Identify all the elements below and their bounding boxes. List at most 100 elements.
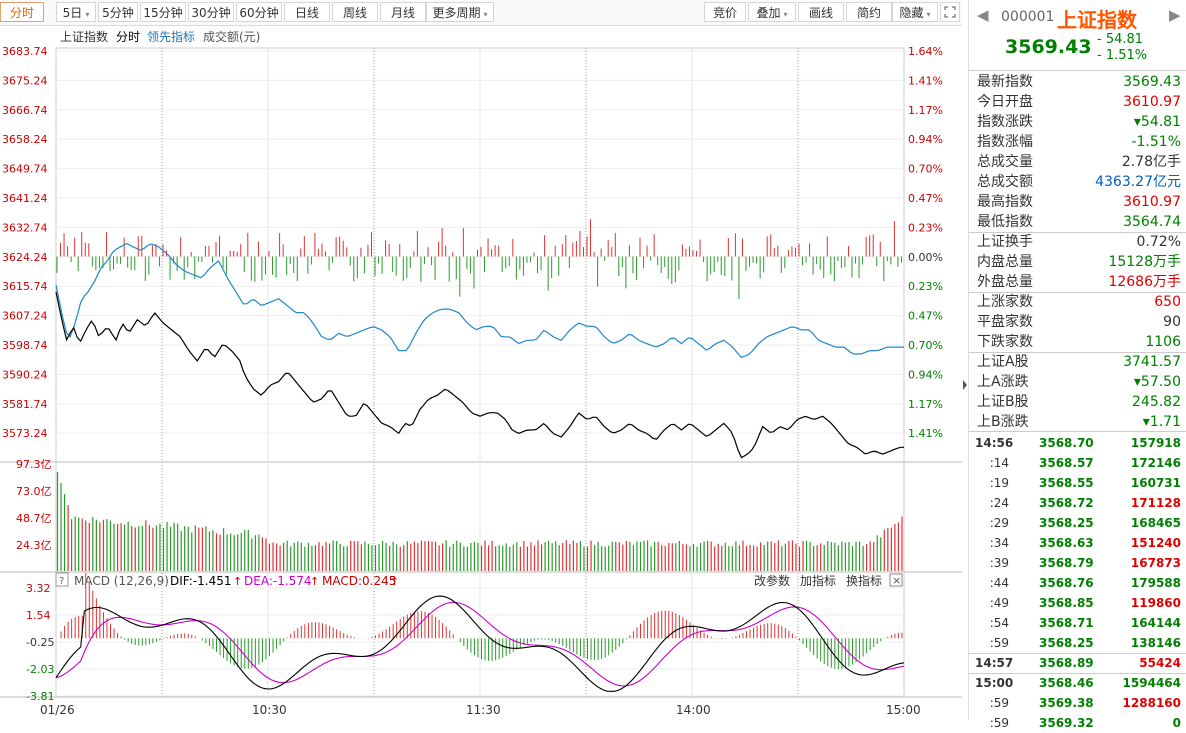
- quote-field-label: 上涨家数: [977, 294, 1033, 310]
- tick-time: :14: [989, 456, 1009, 470]
- dif-line: [55, 595, 905, 692]
- period-btn-l-1[interactable]: 5日 ▾: [56, 2, 96, 22]
- period-btn-label: 60分钟: [239, 6, 279, 20]
- tick-row: :19 3568.55 160731: [973, 473, 1183, 493]
- fullscreen-icon[interactable]: [940, 2, 960, 22]
- period-btn-label: 30分钟: [191, 6, 231, 20]
- tick-price: 3568.70: [1039, 436, 1094, 450]
- pct-tick-label: 1.64%: [908, 45, 943, 58]
- tick-volume: 164144: [1130, 616, 1181, 630]
- quote-field-label: 总成交额: [977, 174, 1033, 190]
- price-tick-label: 3581.74: [2, 398, 48, 411]
- macd-tick-label: -2.03: [26, 663, 54, 676]
- quote-row: 外盘总量 12686万手: [973, 272, 1181, 292]
- volume-tick-label: 48.7亿: [16, 512, 52, 525]
- macd-legend: DIF:-1.451: [170, 574, 231, 588]
- price-tick-label: 3658.24: [2, 133, 48, 146]
- period-btn-r-0[interactable]: 竞价: [704, 2, 746, 22]
- divider: [969, 673, 1186, 674]
- price-tick-label: 3649.74: [2, 163, 48, 176]
- period-btn-l-5[interactable]: 60分钟: [236, 2, 282, 22]
- quote-field-value: 2.78亿手: [1121, 154, 1181, 170]
- tick-time: :24: [989, 496, 1009, 510]
- quote-row: 上涨家数 650: [973, 292, 1181, 312]
- tick-time: :29: [989, 516, 1009, 530]
- period-btn-l-8[interactable]: 月线: [380, 2, 426, 22]
- arrow-up-icon: ↑: [310, 575, 319, 588]
- quote-field-value: 3610.97: [1123, 194, 1181, 210]
- price-tick-label: 3683.74: [2, 45, 48, 58]
- period-btn-l-7[interactable]: 周线: [332, 2, 378, 22]
- period-btn-label: 周线: [342, 6, 367, 20]
- quote-field-label: 平盘家数: [977, 314, 1033, 330]
- tick-time: :34: [989, 536, 1009, 550]
- period-btn-l-9[interactable]: 更多周期 ▾: [426, 2, 494, 22]
- period-btn-l-3[interactable]: 15分钟: [140, 2, 186, 22]
- quote-row: 最新指数 3569.43: [973, 72, 1181, 92]
- period-btn-l-6[interactable]: 日线: [284, 2, 330, 22]
- macd-legend: 换指标: [846, 573, 882, 588]
- prev-stock-icon[interactable]: ◀: [977, 6, 989, 24]
- macd-legend: DEA:-1.574: [244, 574, 312, 588]
- period-btn-r-2[interactable]: 画线: [798, 2, 844, 22]
- tick-time: :19: [989, 476, 1009, 490]
- close-icon-glyph: ×: [892, 574, 901, 587]
- period-btn-l-2[interactable]: 5分钟: [98, 2, 138, 22]
- tick-price: 3568.71: [1039, 616, 1094, 630]
- period-btn-l-0[interactable]: 分时: [0, 2, 44, 22]
- period-btn-r-3[interactable]: 简约: [846, 2, 892, 22]
- collapse-panel-handle[interactable]: [962, 370, 968, 400]
- quote-field-value: 90: [1163, 314, 1181, 330]
- pct-tick-label: 1.17%: [908, 398, 943, 411]
- tick-price: 3568.79: [1039, 556, 1094, 570]
- quote-row: 上B涨跌 ▾1.71: [973, 412, 1181, 432]
- tick-volume: 160731: [1130, 476, 1181, 490]
- pct-tick-label: 0.23%: [908, 221, 943, 234]
- tick-price: 3568.46: [1039, 676, 1094, 690]
- tick-price: 3568.89: [1039, 656, 1094, 670]
- tick-time: :59: [989, 696, 1009, 710]
- quote-field-value: ▾57.50: [1133, 374, 1181, 390]
- arrow-up-icon: ↑: [390, 575, 399, 588]
- quote-row: 上证B股 245.82: [973, 392, 1181, 412]
- quote-field-value: ▾54.81: [1133, 114, 1181, 130]
- tick-volume: 0: [1172, 716, 1181, 730]
- period-btn-label: 月线: [390, 6, 415, 20]
- period-btn-r-1[interactable]: 叠加 ▾: [748, 2, 796, 22]
- quote-field-label: 上证换手: [977, 234, 1033, 250]
- tick-price: 3568.72: [1039, 496, 1094, 510]
- tick-row: :59 3569.38 1288160: [973, 693, 1183, 713]
- tick-volume: 167873: [1130, 556, 1181, 570]
- tick-price: 3568.57: [1039, 456, 1094, 470]
- quote-row: 下跌家数 1106: [973, 332, 1181, 352]
- intraday-chart: 3683.74 1.64% 3675.24 1.41% 3666.74 1.17% 3658…: [0, 29, 962, 717]
- quote-row: 平盘家数 90: [973, 312, 1181, 332]
- quote-field-value: 650: [1154, 294, 1181, 310]
- time-tick-label: 14:00: [676, 703, 711, 717]
- time-tick-label: 10:30: [252, 703, 287, 717]
- tick-row: :54 3568.71 164144: [973, 613, 1183, 633]
- volume-tick-label: 73.0亿: [16, 485, 52, 498]
- chevron-down-icon: ▾: [483, 10, 488, 19]
- pct-tick-label: 1.17%: [908, 104, 943, 117]
- price-tick-label: 3598.74: [2, 339, 48, 352]
- quote-field-value: 3564.74: [1123, 214, 1181, 230]
- tick-volume: 1594464: [1122, 676, 1181, 690]
- quote-field-label: 上A涨跌: [977, 374, 1029, 390]
- divider: [969, 292, 1186, 293]
- chevron-right-icon: [963, 380, 967, 390]
- period-btn-r-4[interactable]: 隐藏 ▾: [892, 2, 938, 22]
- quote-field-label: 今日开盘: [977, 94, 1033, 110]
- quote-field-label: 上证B股: [977, 394, 1029, 410]
- period-btn-l-4[interactable]: 30分钟: [188, 2, 234, 22]
- legend-item: 领先指标: [147, 29, 195, 44]
- price-tick-label: 3590.24: [2, 368, 48, 381]
- period-btn-label: 分时: [9, 6, 34, 20]
- price-tick-label: 3632.74: [2, 221, 48, 234]
- quote-row: 上证换手 0.72%: [973, 232, 1181, 252]
- quote-row: 上证A股 3741.57: [973, 352, 1181, 372]
- tick-volume: 151240: [1130, 536, 1181, 550]
- period-btn-label: 竞价: [712, 6, 737, 20]
- next-stock-icon[interactable]: ▶: [1169, 6, 1181, 24]
- quote-field-label: 指数涨幅: [977, 134, 1033, 150]
